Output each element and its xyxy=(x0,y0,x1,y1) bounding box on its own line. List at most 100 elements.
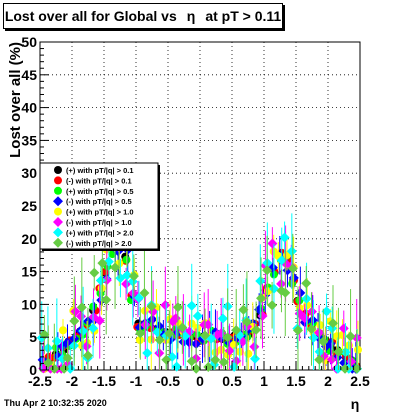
data-point xyxy=(128,271,139,282)
x-tick-label: -2.5 xyxy=(28,373,52,389)
legend-label: (-) with pT/|q| > 0.1 xyxy=(66,176,132,185)
data-point xyxy=(177,322,188,333)
legend-marker xyxy=(54,186,62,195)
data-point xyxy=(161,354,172,365)
legend-marker xyxy=(53,217,63,227)
data-point xyxy=(101,294,112,305)
data-point xyxy=(69,316,80,327)
data-point xyxy=(186,300,197,311)
legend-marker xyxy=(54,176,62,185)
data-point xyxy=(210,354,221,365)
data-point xyxy=(268,283,279,294)
legend-shadow-right xyxy=(158,165,160,251)
data-point xyxy=(62,353,73,364)
legend-marker xyxy=(54,207,62,216)
x-axis: -2.5 -2 -1.5 -1 -0.5 0 0.5 1 1.5 2 2.5 xyxy=(28,361,370,389)
data-point xyxy=(160,300,171,311)
data-point xyxy=(142,347,153,358)
legend-shadow-bottom xyxy=(42,249,160,251)
data-point xyxy=(267,300,278,311)
data-point xyxy=(244,349,253,358)
data-point xyxy=(249,341,260,352)
data-point xyxy=(314,354,325,365)
legend-marker xyxy=(53,237,63,248)
data-points xyxy=(36,182,363,374)
data-point xyxy=(338,331,347,340)
data-point xyxy=(238,304,249,315)
data-point xyxy=(154,334,165,345)
legend-label: (+) with pT/|q| > 1.0 xyxy=(66,208,134,217)
data-point xyxy=(78,326,89,337)
y-tick-label: 30 xyxy=(21,165,37,181)
data-point xyxy=(267,238,278,249)
data-point xyxy=(200,330,211,341)
y-axis: 0 5 10 15 20 25 30 35 40 45 50 xyxy=(21,34,49,378)
data-point xyxy=(97,258,108,269)
data-point xyxy=(321,306,332,317)
data-point xyxy=(222,332,233,343)
data-point xyxy=(203,319,214,330)
data-point xyxy=(133,292,144,303)
data-point xyxy=(76,302,87,313)
data-point xyxy=(345,331,356,342)
data-point xyxy=(122,270,133,281)
title-prefix: Lost over all for Global vs xyxy=(4,8,177,24)
data-point xyxy=(327,318,338,329)
data-point xyxy=(192,310,203,321)
data-point xyxy=(250,353,261,364)
x-tick-label: 2.5 xyxy=(350,373,370,389)
data-point xyxy=(95,275,106,286)
y-tick-label: 50 xyxy=(21,34,37,50)
y-tick-label: 20 xyxy=(21,231,37,247)
data-point xyxy=(88,323,99,334)
x-axis-label: η xyxy=(351,396,360,412)
data-point xyxy=(193,324,202,333)
x-tick-label: -1 xyxy=(130,373,143,389)
data-point xyxy=(89,267,100,278)
legend-label: (-) with pT/|q| > 0.5 xyxy=(66,197,132,206)
x-tick-label: 1.5 xyxy=(286,373,306,389)
x-tick-label: 0 xyxy=(196,373,204,389)
data-point xyxy=(295,287,306,298)
data-point xyxy=(217,313,228,324)
data-point xyxy=(147,314,158,325)
data-point xyxy=(58,326,67,335)
data-point xyxy=(306,323,317,334)
legend-label: (+) with pT/|q| > 0.5 xyxy=(66,187,134,196)
data-point xyxy=(172,302,183,313)
x-tick-label: -1.5 xyxy=(92,373,116,389)
data-point xyxy=(286,246,297,257)
data-point xyxy=(97,284,106,293)
legend-label: (+) with pT/|q| > 0.1 xyxy=(66,166,134,175)
data-point xyxy=(307,315,318,326)
data-point xyxy=(164,328,175,339)
y-tick-label: 45 xyxy=(21,67,37,83)
data-point xyxy=(308,332,319,343)
data-point xyxy=(292,325,303,336)
data-point xyxy=(353,345,362,354)
chart-title: Lost over all for Global vs η at pT > 0.… xyxy=(3,3,283,29)
data-point xyxy=(139,288,150,299)
legend-marker xyxy=(53,227,63,238)
data-point xyxy=(82,350,93,361)
y-tick-label: 35 xyxy=(21,132,37,148)
x-tick-label: 2 xyxy=(324,373,332,389)
y-tick-label: 25 xyxy=(21,198,37,214)
y-tick-label: 10 xyxy=(21,296,37,312)
data-point xyxy=(110,262,121,273)
y-tick-label: 15 xyxy=(21,264,37,280)
data-point xyxy=(103,256,114,267)
data-point xyxy=(231,325,242,336)
data-point xyxy=(301,278,312,289)
data-point xyxy=(140,319,151,330)
timestamp: Thu Apr 2 10:32:35 2020 xyxy=(4,398,107,408)
data-point xyxy=(262,265,273,276)
data-point xyxy=(338,323,349,334)
legend-marker xyxy=(53,196,63,207)
data-point xyxy=(43,357,54,368)
data-point xyxy=(186,356,197,367)
data-point xyxy=(318,336,329,347)
data-point xyxy=(351,363,362,374)
data-point xyxy=(255,276,266,287)
